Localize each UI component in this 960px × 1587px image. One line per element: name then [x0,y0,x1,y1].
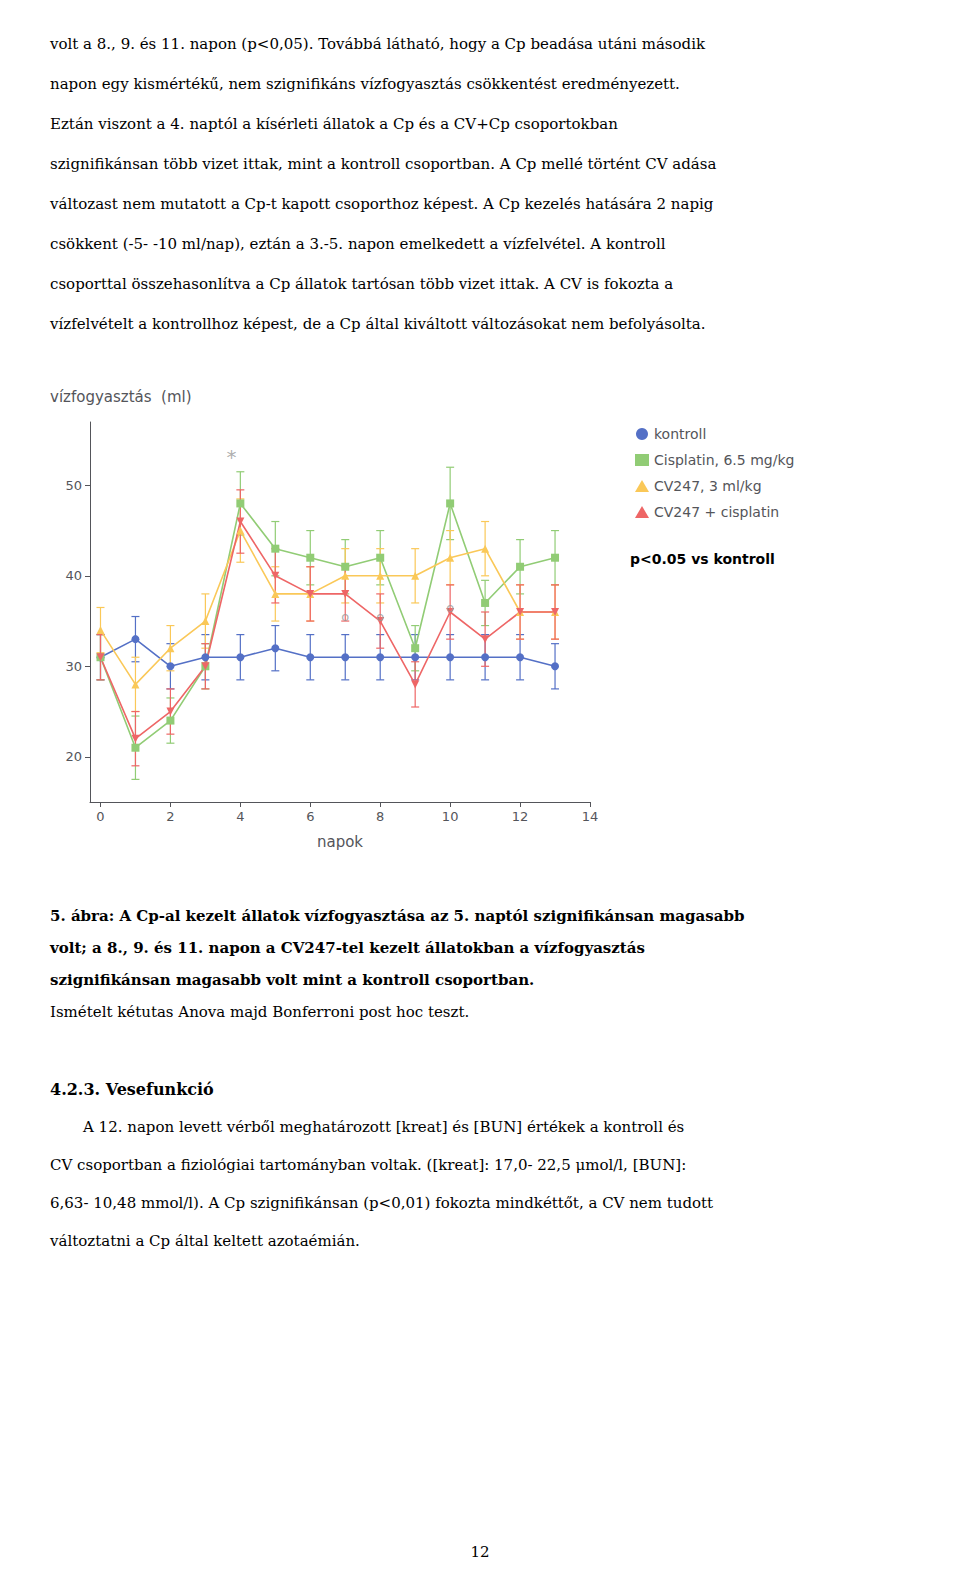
svg-text:40: 40 [65,568,82,583]
html-text:változtatni a Cp által keltett: változtatni a Cp által keltett azotaémiá… [50,1232,360,1250]
html-text:szignifikánsan több vizet itta: szignifikánsan több vizet ittak, mint a … [50,155,717,173]
html-text:Eztán viszont a 4. naptól a kí: Eztán viszont a 4. naptól a kísérleti ál… [50,115,618,133]
svg-text:Cisplatin, 6.5 mg/kg: Cisplatin, 6.5 mg/kg [654,452,794,468]
svg-text:*: * [227,445,237,469]
svg-text:8: 8 [376,809,384,824]
html-text:Ismételt kétutas Anova majd Bo: Ismételt kétutas Anova majd Bonferroni p… [50,1003,470,1021]
svg-text:6: 6 [306,809,314,824]
svg-text:vízfogyasztás (ml): vízfogyasztás (ml) [50,388,192,406]
svg-text:12: 12 [512,809,529,824]
html-text:volt a 8., 9. és 11. napon (p<: volt a 8., 9. és 11. napon (p<0,05). Tov… [50,35,706,53]
svg-text:p<0.05 vs kontroll: p<0.05 vs kontroll [630,551,775,567]
svg-text:CV247 + cisplatin: CV247 + cisplatin [654,504,779,520]
svg-text:2: 2 [166,809,174,824]
svg-text:20: 20 [65,749,82,764]
html-text:6,63- 10,48 mmol/l). A Cp szig: 6,63- 10,48 mmol/l). A Cp szignifikánsan… [50,1194,714,1212]
svg-text:napok: napok [317,833,363,851]
svg-text:4: 4 [236,809,244,824]
svg-text:o: o [376,609,384,624]
html-text:CV csoportban a fiziológiai ta: CV csoportban a fiziológiai tartományban… [50,1156,687,1174]
svg-text:50: 50 [65,478,82,493]
html-text:változast nem mutatott a Cp-t: változast nem mutatott a Cp-t kapott cso… [50,195,714,213]
html-text:szignifikánsan magasabb volt m: szignifikánsan magasabb volt mint a kont… [50,971,535,989]
html-text:volt; a 8., 9. és 11. napon a: volt; a 8., 9. és 11. napon a CV247-tel … [50,939,645,957]
html-text:csökkent (-5- -10 ml/nap), ezt: csökkent (-5- -10 ml/nap), eztán a 3.-5.… [50,235,666,253]
html-text:5. ábra: A Cp-al kezelt állato: 5. ábra: A Cp-al kezelt állatok vízfogya… [50,907,745,925]
svg-text:kontroll: kontroll [654,426,706,442]
html-text:csoporttal összehasonlítva a C: csoporttal összehasonlítva a Cp állatok … [50,275,674,293]
svg-text:10: 10 [442,809,459,824]
svg-text:o: o [446,600,454,615]
svg-text:14: 14 [582,809,599,824]
html-text:4.2.3. Vesefunkció: 4.2.3. Vesefunkció [50,1080,214,1099]
svg-text:o: o [341,609,349,624]
svg-text:0: 0 [96,809,104,824]
svg-text:30: 30 [65,659,82,674]
html-text:napon egy kismértékű, nem szig: napon egy kismértékű, nem szignifikáns v… [50,75,680,93]
html-text:12: 12 [470,1543,490,1561]
svg-text:CV247, 3 ml/kg: CV247, 3 ml/kg [654,478,762,494]
html-text:vízfelvételt a kontrollhoz kép: vízfelvételt a kontrollhoz képest, de a … [50,315,706,333]
html-text:A 12. napon levett vérből megh: A 12. napon levett vérből meghatározott … [83,1118,685,1136]
